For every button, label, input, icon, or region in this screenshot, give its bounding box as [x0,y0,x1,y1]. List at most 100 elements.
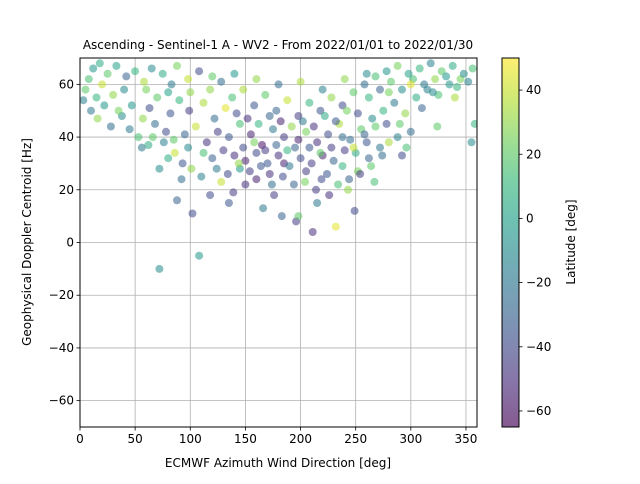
x-tick-label: 250 [344,432,367,446]
scatter-point [173,196,181,205]
y-tick-label: −20 [49,288,74,302]
scatter-point [80,96,88,105]
scatter-point [345,175,354,184]
colorbar-tick-label: −40 [526,340,551,354]
scatter-point [364,154,373,163]
scatter-point [468,64,477,73]
scatter-point [186,88,195,97]
chart-title: Ascending - Sentinel-1 A - WV2 - From 20… [83,38,473,52]
scatter-point [93,114,102,123]
scatter-point [285,162,294,171]
scatter-point [371,122,380,131]
scatter-point [230,69,239,78]
scatter-point [323,170,331,178]
scatter-point [250,138,259,147]
scatter-point [406,127,415,136]
scatter-point [263,159,272,168]
scatter-point [187,164,196,173]
scatter-point [305,98,314,107]
scatter-point [155,264,164,273]
scatter-point [308,228,317,236]
scatter-point [305,143,314,152]
scatter-point [217,177,226,186]
scatter-point [256,162,265,171]
colorbar-tick-label: −60 [526,404,551,418]
scatter-point [362,69,371,78]
scatter-point [241,180,250,189]
scatter-point [175,96,184,105]
scatter-point [450,93,459,102]
scatter-point [370,177,379,186]
scatter-point [234,159,243,168]
scatter-point [208,72,217,81]
scatter-point [277,212,286,221]
scatter-point [217,77,226,86]
scatter-point [147,64,156,73]
scatter-point [395,119,404,128]
scatter-point [442,72,451,81]
colorbar-tick-label: 20 [526,147,541,161]
colorbar-tick-label: 0 [526,211,534,225]
scatter-point [228,93,237,102]
scatter-point [291,143,299,152]
scatter-point [87,106,95,115]
scatter-point [103,69,112,78]
scatter-point [81,85,90,94]
scatter-point [313,138,322,147]
scatter-point [252,75,261,84]
scatter-point [324,130,333,139]
scatter-point [417,104,426,113]
scatter-point [267,180,276,189]
scatter-point [344,185,352,194]
scatter-point [415,64,424,73]
scatter-point [142,85,151,94]
scatter-point [206,85,215,94]
scatter-point [145,104,154,113]
scatter-point [287,122,296,131]
scatter-point [274,151,283,160]
scatter-point [428,88,437,97]
scatter-point [382,119,391,128]
scatter-point [195,67,204,76]
scatter-point [340,146,349,155]
scatter-point [177,175,186,184]
scatter-point [349,88,358,97]
scatter-point [230,151,239,160]
x-tick-label: 100 [179,432,202,446]
scatter-point [459,69,468,78]
scatter-point [467,138,476,147]
scatter-point [384,138,393,147]
scatter-point [229,188,238,197]
scatter-point [221,104,230,113]
scatter-point [420,80,429,89]
scatter-point [137,143,146,152]
scatter-point [100,101,109,110]
x-axis-label: ECMWF Azimuth Wind Direction [deg] [165,456,391,470]
scatter-point [206,191,215,200]
colorbar-ticks: −60 −40 −20 0 20 40 [519,83,551,418]
scatter-point [164,154,173,163]
scatter-point [265,112,274,120]
scatter-point [178,159,187,168]
scatter-point [89,64,98,73]
scatter-point [283,96,292,105]
scatter-point [453,83,462,91]
y-tick-label: −40 [49,341,74,355]
scatter-point [270,191,279,200]
scatter-point [309,122,318,131]
scatter-point [327,143,336,152]
scatter-point [224,199,233,207]
colorbar-frame [501,57,520,428]
scatter-point [317,175,326,184]
scatter-point [378,151,387,160]
colorbar [502,58,519,427]
scatter-point [109,90,118,99]
scatter-point [95,59,104,68]
scatter-point [166,109,175,118]
scatter-point [401,109,410,118]
scatter-point [376,143,384,152]
scatter-point [379,106,388,115]
scatter-point [173,61,181,70]
x-axis-ticks: 0 50 100 150 200 250 300 350 [76,427,477,446]
scatter-points [80,59,477,273]
